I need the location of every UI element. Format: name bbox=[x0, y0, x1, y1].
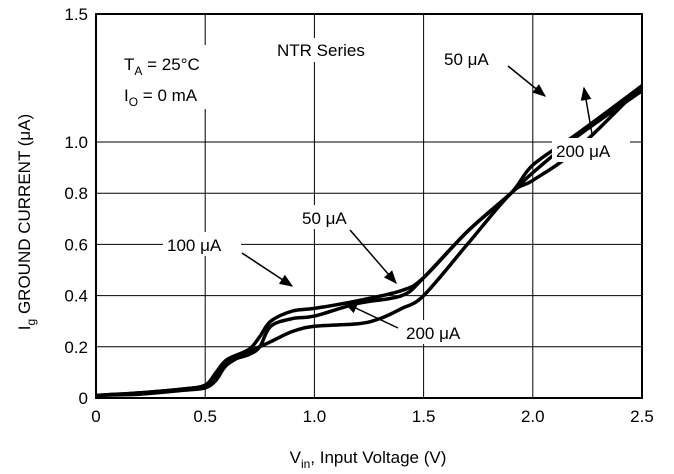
y-axis-title-main: I bbox=[15, 325, 34, 330]
curve-label-200ua-upper-leader bbox=[580, 86, 593, 135]
series-lines bbox=[95, 84, 644, 398]
y-tick-label: 0.6 bbox=[64, 235, 88, 254]
curve-label-50ua-lower-bg bbox=[295, 205, 365, 229]
curve-label-200ua-lower: 200 μA bbox=[343, 302, 480, 344]
x-tick-label: 2.5 bbox=[630, 407, 654, 426]
curve-label-200ua-lower-text: 200 μA bbox=[406, 324, 461, 343]
x-axis-title: Vin, Input Voltage (V) bbox=[290, 448, 447, 471]
curve-label-50ua-upper-leader bbox=[507, 65, 547, 97]
curve-label-50ua-upper-bg bbox=[440, 46, 506, 70]
plot-frame bbox=[95, 13, 643, 399]
curve-label-50ua-upper-text: 50 μA bbox=[444, 50, 489, 69]
y-tick-label: 0 bbox=[79, 389, 88, 408]
y-axis-title: Ig GROUND CURRENT (μA) bbox=[15, 114, 38, 330]
ta-note-rest: = 25°C bbox=[142, 55, 199, 74]
y-tick-label: 1.5 bbox=[64, 5, 88, 24]
curve-label-100ua-bg bbox=[163, 232, 241, 256]
x-tick-label: 0 bbox=[91, 407, 100, 426]
io-note-rest: = 0 mA bbox=[138, 86, 198, 105]
y-tick-label: 0.2 bbox=[64, 338, 88, 357]
y-tick-label: 1.0 bbox=[64, 133, 88, 152]
y-tick-label: 0.4 bbox=[64, 287, 88, 306]
notes-background bbox=[116, 45, 234, 109]
series-line-200ua bbox=[95, 84, 644, 398]
curve-label-200ua-upper: 200 μA bbox=[552, 86, 630, 162]
curve-label-100ua-leader bbox=[241, 252, 294, 287]
curve-label-50ua-upper: 50 μA bbox=[440, 46, 547, 97]
curve-label-200ua-lower-leader bbox=[343, 302, 399, 329]
curve-label-200ua-lower-bg bbox=[402, 320, 480, 344]
ta-note-sub: A bbox=[134, 64, 142, 78]
x-axis-title-sub: in bbox=[301, 457, 310, 471]
x-tick-label: 1.5 bbox=[412, 407, 436, 426]
x-tick-label: 0.5 bbox=[193, 407, 217, 426]
x-tick-label: 2.0 bbox=[521, 407, 545, 426]
y-axis-title-rest: GROUND CURRENT (μA) bbox=[15, 114, 34, 319]
y-axis-title-sub: g bbox=[24, 319, 38, 326]
io-note: IO = 0 mA bbox=[124, 86, 198, 109]
series-name-background bbox=[272, 38, 392, 62]
y-tick-label: 0.8 bbox=[64, 184, 88, 203]
io-note-main: I bbox=[124, 86, 129, 105]
series-name-note: NTR Series bbox=[277, 41, 365, 60]
ta-note-main: T bbox=[124, 55, 134, 74]
x-tick-label: 1.0 bbox=[303, 407, 327, 426]
curve-label-200ua-upper-bg bbox=[552, 138, 630, 162]
curve-label-100ua-text: 100 μA bbox=[167, 236, 222, 255]
x-axis-title-main: V bbox=[290, 448, 302, 467]
x-axis-title-rest: , Input Voltage (V) bbox=[310, 448, 446, 467]
curve-label-50ua-lower: 50 μA bbox=[295, 205, 397, 285]
io-note-sub: O bbox=[129, 95, 138, 109]
curve-label-200ua-upper-text: 200 μA bbox=[556, 142, 611, 161]
ta-note: TA = 25°C bbox=[124, 55, 200, 78]
tick-labels: 0 0.5 1.0 1.5 2.0 2.5 0 0.2 0.4 0.6 0.8 1.0 1.5 bbox=[64, 5, 653, 426]
curve-label-50ua-lower-text: 50 μA bbox=[302, 209, 347, 228]
curve-label-100ua: 100 μA bbox=[163, 232, 294, 287]
curve-label-50ua-lower-leader bbox=[349, 229, 397, 285]
